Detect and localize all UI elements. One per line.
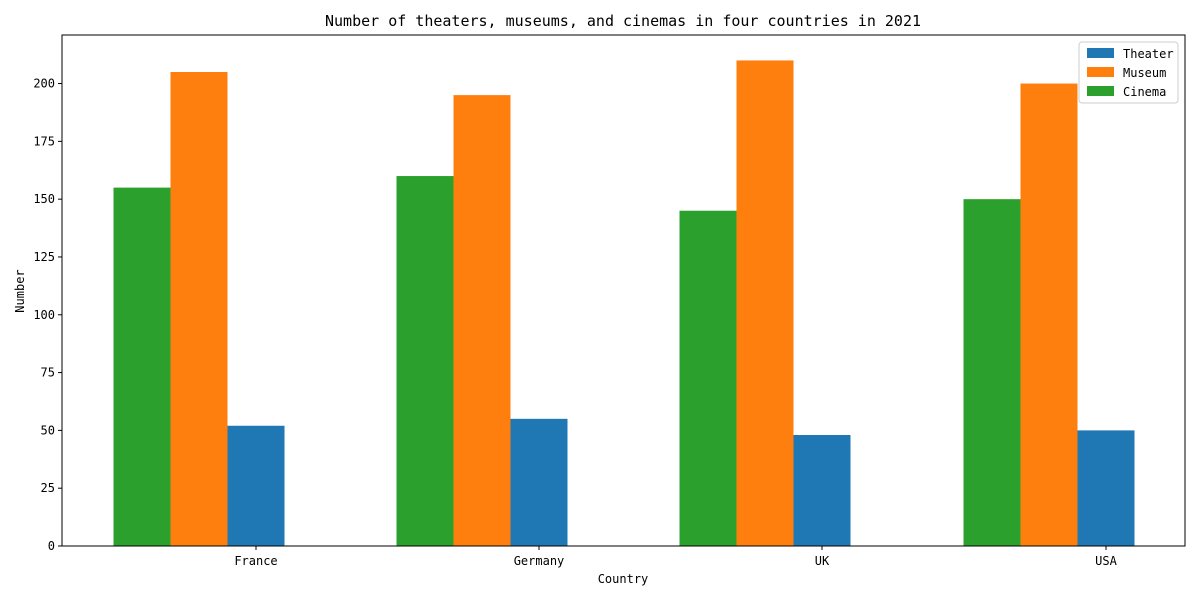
bar-cinema-usa [963, 199, 1021, 547]
legend-label-cinema: Cinema [1123, 85, 1166, 99]
x-tick-label-usa: USA [1095, 554, 1117, 568]
plot-frame [61, 34, 1186, 547]
x-tick-label-germany: Germany [514, 554, 565, 568]
chart-title: Number of theaters, museums, and cinemas… [325, 12, 921, 30]
bar-theater-france [227, 425, 285, 546]
legend-label-theater: Theater [1123, 47, 1174, 61]
y-tick-label: 150 [33, 192, 55, 206]
bar-cinema-uk [679, 210, 737, 547]
y-tick-label: 75 [41, 366, 55, 380]
x-tick-label-uk: UK [815, 554, 830, 568]
plot-area [61, 34, 1186, 547]
bar-cinema-germany [396, 176, 454, 547]
x-axis-label: Country [598, 572, 649, 586]
bar-museum-usa [1020, 83, 1078, 546]
y-tick-label: 25 [41, 481, 55, 495]
bar-cinema-france [113, 187, 171, 547]
legend-swatch-theater [1087, 48, 1114, 58]
y-tick-label: 175 [33, 134, 55, 148]
y-tick-label: 50 [41, 423, 55, 437]
x-tick-label-france: France [234, 554, 277, 568]
legend-swatch-museum [1087, 67, 1114, 77]
bar-theater-usa [1077, 430, 1135, 546]
bar-theater-uk [793, 435, 851, 546]
bar-museum-uk [736, 60, 794, 547]
bar-theater-germany [510, 418, 568, 546]
y-tick-label: 0 [48, 539, 55, 553]
y-axis-label: Number [13, 269, 27, 312]
y-tick-label: 200 [33, 77, 55, 91]
y-tick-label: 125 [33, 250, 55, 264]
legend-swatch-cinema [1087, 86, 1114, 96]
legend: Theater Museum Cinema [1078, 41, 1179, 104]
bar-museum-france [170, 72, 228, 546]
y-tick-label: 100 [33, 308, 55, 322]
legend-label-museum: Museum [1123, 66, 1166, 80]
bar-museum-germany [453, 95, 511, 547]
